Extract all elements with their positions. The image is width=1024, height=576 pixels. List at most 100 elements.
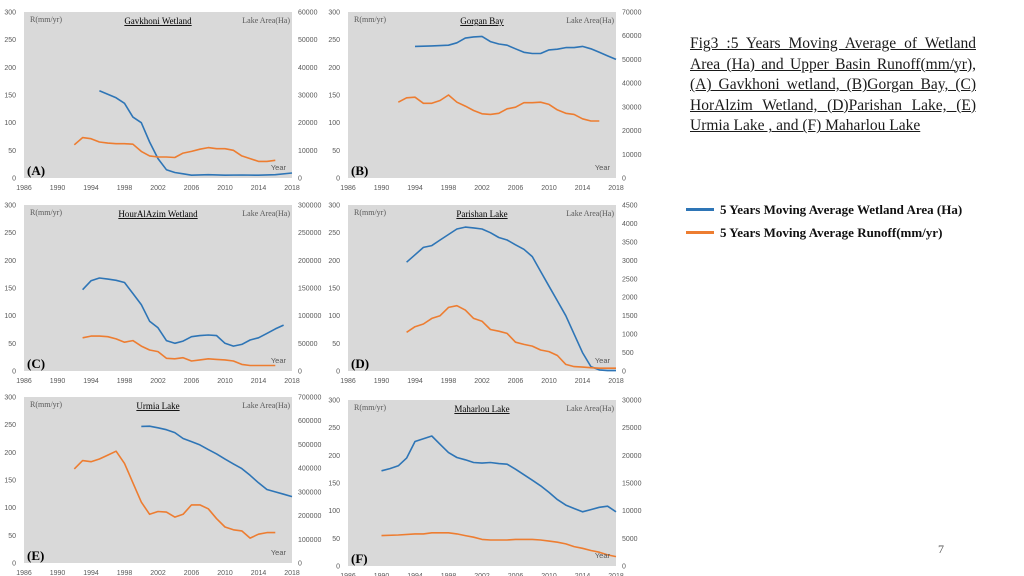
y-left-tick-label: 300 (4, 395, 16, 402)
y-left-tick-label: 200 (328, 65, 340, 72)
x-tick-label: 1998 (117, 185, 133, 192)
y-right-tick-label: 700000 (298, 395, 321, 402)
y-left-axis-label: R(mm/yr) (354, 403, 386, 412)
x-tick-label: 1990 (374, 185, 390, 192)
y-right-tick-label: 400000 (298, 466, 321, 473)
x-tick-label: 2018 (608, 378, 624, 385)
y-left-tick-label: 300 (4, 203, 16, 210)
x-tick-label: 1998 (117, 378, 133, 385)
x-tick-label: 1994 (83, 378, 99, 385)
y-left-tick-label: 250 (328, 37, 340, 44)
x-tick-label: 1986 (16, 185, 32, 192)
plot-area (348, 205, 616, 371)
runoff-series-line (406, 304, 616, 370)
runoff-series-line (73, 450, 276, 539)
y-right-tick-label: 40000 (298, 65, 318, 72)
y-right-tick-label: 60000 (622, 33, 642, 40)
y-right-tick-label: 500000 (298, 442, 321, 449)
x-tick-label: 2010 (541, 185, 557, 192)
x-tick-label: 1994 (407, 378, 423, 385)
y-left-axis-label: R(mm/yr) (30, 400, 62, 409)
y-left-tick-label: 200 (4, 450, 16, 457)
y-right-tick-label: 25000 (622, 425, 642, 432)
x-tick-label: 2014 (251, 570, 267, 576)
y-right-tick-label: 4000 (622, 221, 638, 228)
x-axis-label: Year (595, 163, 611, 172)
panel-label: (B) (351, 163, 368, 178)
panel-label: (E) (27, 548, 44, 563)
chart-panel-5: 0 50 100 150 200 250 300 0 100000 200000 300000 400… (4, 395, 321, 576)
x-tick-label: 1994 (83, 570, 99, 576)
y-right-axis-label: Lake Area(Ha) (242, 16, 290, 25)
y-left-tick-label: 300 (328, 10, 340, 17)
y-right-tick-label: 30000 (622, 104, 642, 111)
x-tick-label: 1990 (50, 570, 66, 576)
x-tick-label: 2002 (474, 185, 490, 192)
x-tick-label: 1986 (16, 570, 32, 576)
y-right-tick-label: 0 (622, 564, 626, 571)
chart-title: Gorgan Bay (460, 16, 504, 26)
chart-panel-1: 0 50 100 150 200 250 300 0 10000 20000 30000 40000 5… (4, 10, 317, 193)
area-series-line (414, 35, 617, 61)
y-right-tick-label: 2500 (622, 276, 638, 283)
legend-area-swatch (686, 208, 714, 211)
chart-title: Gavkhoni Wetland (124, 16, 192, 26)
y-left-tick-label: 200 (328, 453, 340, 460)
legend-area: 5 Years Moving Average Wetland Area (Ha) (686, 198, 962, 221)
x-tick-label: 1994 (83, 185, 99, 192)
x-tick-label: 2010 (217, 185, 233, 192)
y-right-tick-label: 150000 (298, 286, 321, 293)
x-tick-label: 2014 (575, 378, 591, 385)
y-right-tick-label: 10000 (622, 152, 642, 159)
figure-caption: Fig3 :5 Years Moving Average of Wetland … (690, 35, 976, 135)
x-tick-label: 1990 (50, 378, 66, 385)
runoff-series-line (82, 335, 276, 367)
y-right-tick-label: 50000 (622, 57, 642, 64)
y-right-tick-label: 20000 (298, 120, 318, 127)
x-axis-label: Year (595, 356, 611, 365)
y-left-tick-label: 150 (328, 286, 340, 293)
chart-legend: 5 Years Moving Average Wetland Area (Ha)… (686, 198, 962, 244)
y-left-tick-label: 250 (4, 37, 16, 44)
y-left-axis-label: R(mm/yr) (354, 15, 386, 24)
x-tick-label: 2006 (508, 573, 524, 576)
area-series-line (381, 435, 617, 513)
y-left-tick-label: 50 (332, 536, 340, 543)
x-tick-label: 2014 (575, 573, 591, 576)
y-left-axis-label: R(mm/yr) (354, 208, 386, 217)
y-right-tick-label: 250000 (298, 230, 321, 237)
chart-panel-2: 0 50 100 150 200 250 300 0 10000 20000 30000 40000 5… (328, 10, 641, 193)
x-tick-label: 2002 (150, 570, 166, 576)
y-right-tick-label: 20000 (622, 453, 642, 460)
x-tick-label: 2006 (508, 378, 524, 385)
chart-panel-3: 0 50 100 150 200 250 300 0 50000 100000 150000 2000… (4, 203, 321, 386)
y-right-tick-label: 300000 (298, 489, 321, 496)
runoff-series-line (381, 531, 617, 558)
y-left-tick-label: 150 (4, 286, 16, 293)
y-right-tick-label: 3500 (622, 239, 638, 246)
y-left-tick-label: 100 (328, 120, 340, 127)
x-tick-label: 1990 (50, 185, 66, 192)
y-right-tick-label: 5000 (622, 536, 638, 543)
x-tick-label: 1998 (441, 185, 457, 192)
x-tick-label: 2002 (150, 185, 166, 192)
runoff-series-line (73, 136, 276, 163)
y-right-tick-label: 0 (298, 176, 302, 183)
x-tick-label: 2010 (541, 378, 557, 385)
area-series-line (82, 277, 284, 347)
x-tick-label: 2014 (251, 378, 267, 385)
y-right-axis-label: Lake Area(Ha) (566, 209, 614, 218)
y-left-tick-label: 250 (328, 425, 340, 432)
y-right-axis-label: Lake Area(Ha) (242, 401, 290, 410)
chart-title: Maharlou Lake (454, 404, 509, 414)
y-right-tick-label: 50000 (298, 37, 318, 44)
page-number: 7 (938, 542, 944, 556)
x-tick-label: 2006 (184, 378, 200, 385)
x-tick-label: 2006 (508, 185, 524, 192)
x-tick-label: 1990 (374, 573, 390, 576)
y-right-tick-label: 2000 (622, 295, 638, 302)
chart-title: Parishan Lake (456, 209, 507, 219)
y-right-tick-label: 60000 (298, 10, 318, 17)
y-left-tick-label: 100 (328, 313, 340, 320)
area-series-line (99, 90, 293, 176)
